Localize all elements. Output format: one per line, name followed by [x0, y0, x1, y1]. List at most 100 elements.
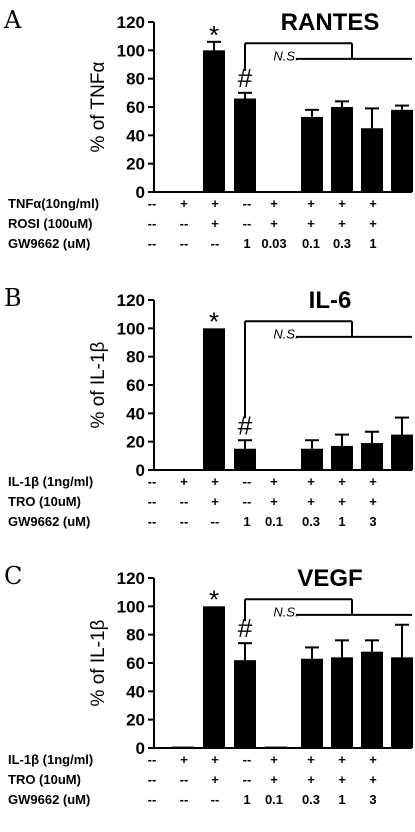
bar	[301, 116, 323, 192]
condition-value: +	[211, 474, 219, 489]
condition-label: TRO (10uM)	[8, 772, 81, 787]
condition-value: --	[148, 752, 157, 767]
condition-value: +	[307, 216, 315, 231]
condition-value: +	[338, 216, 346, 231]
condition-value: 3	[369, 514, 376, 529]
condition-value: +	[211, 216, 219, 231]
condition-value: 0.3	[302, 792, 320, 807]
condition-label: GW9662 (uM)	[8, 514, 90, 529]
bar	[391, 657, 413, 748]
condition-value: 3	[369, 792, 376, 807]
condition-value: --	[180, 216, 189, 231]
y-tick-label: 20	[126, 155, 145, 174]
bar	[234, 98, 256, 192]
y-axis-label: % of IL-1β	[88, 341, 109, 428]
y-tick-label: 40	[126, 682, 145, 701]
y-tick-label: 40	[126, 404, 145, 423]
condition-value: --	[148, 196, 157, 211]
y-tick-label: 120	[117, 291, 145, 310]
condition-value: +	[307, 752, 315, 767]
bar	[361, 443, 383, 470]
condition-value: --	[148, 236, 157, 251]
condition-value: 1	[243, 792, 250, 807]
condition-value: +	[369, 752, 377, 767]
condition-value: +	[270, 474, 278, 489]
condition-value: --	[211, 792, 220, 807]
y-tick-label: 0	[136, 739, 145, 758]
y-tick-label: 60	[126, 376, 145, 395]
bar	[331, 445, 353, 470]
panel-label: B	[4, 284, 22, 312]
condition-label: TNFα(10ng/ml)	[8, 196, 99, 211]
condition-value: +	[307, 494, 315, 509]
chart-panel-c: C VEGF 0 20 40 60 80 100 120 % of IL-1β * # N.S. IL-1…	[4, 562, 413, 807]
condition-value: 0.03	[261, 236, 286, 251]
bar	[301, 658, 323, 748]
ns-label: N.S.	[273, 326, 298, 341]
condition-value: 0.3	[333, 236, 351, 251]
chart-panel-b: B IL-6 0 20 40 60 80 100 120 % of IL-1β * # N.S. IL-1…	[4, 284, 413, 529]
bar	[361, 651, 383, 748]
y-tick-label: 100	[117, 597, 145, 616]
condition-value: +	[180, 474, 188, 489]
condition-value: +	[180, 752, 188, 767]
condition-value: 0.3	[302, 514, 320, 529]
y-axis-label: % of IL-1β	[88, 619, 109, 706]
condition-value: +	[369, 494, 377, 509]
condition-value: 0.1	[265, 514, 283, 529]
condition-value: +	[369, 772, 377, 787]
y-tick-label: 100	[117, 319, 145, 338]
condition-value: +	[270, 216, 278, 231]
bar	[234, 448, 256, 470]
condition-value: 0.1	[265, 792, 283, 807]
condition-value: +	[338, 772, 346, 787]
condition-label: IL-1β (1ng/ml)	[8, 474, 93, 489]
chart-title: IL-6	[309, 287, 352, 314]
condition-value: 0.1	[302, 236, 320, 251]
bar	[172, 746, 194, 748]
y-tick-label: 40	[126, 126, 145, 145]
y-tick-label: 100	[117, 41, 145, 60]
bar	[361, 128, 383, 192]
condition-value: --	[211, 514, 220, 529]
condition-label: GW9662 (uM)	[8, 236, 90, 251]
condition-value: --	[180, 494, 189, 509]
bar	[203, 50, 225, 193]
condition-label: IL-1β (1ng/ml)	[8, 752, 93, 767]
condition-value: --	[180, 772, 189, 787]
y-tick-label: 80	[126, 70, 145, 89]
condition-value: --	[243, 216, 252, 231]
condition-value: --	[148, 792, 157, 807]
condition-value: +	[180, 196, 188, 211]
significance-hash: #	[238, 410, 253, 440]
condition-value: --	[243, 474, 252, 489]
condition-value: +	[270, 196, 278, 211]
condition-value: --	[243, 772, 252, 787]
condition-value: +	[270, 752, 278, 767]
y-tick-label: 120	[117, 13, 145, 32]
condition-label: GW9662 (uM)	[8, 792, 90, 807]
condition-value: 1	[243, 514, 250, 529]
y-tick-label: 0	[136, 183, 145, 202]
condition-value: --	[148, 474, 157, 489]
ns-label: N.S.	[273, 604, 298, 619]
bar	[331, 107, 353, 192]
bar	[391, 109, 413, 192]
condition-value: +	[338, 752, 346, 767]
bar	[234, 660, 256, 748]
significance-hash: #	[238, 63, 253, 93]
condition-value: +	[369, 216, 377, 231]
condition-value: --	[180, 236, 189, 251]
condition-value: +	[307, 196, 315, 211]
condition-value: +	[270, 494, 278, 509]
condition-value: --	[148, 772, 157, 787]
condition-value: +	[369, 196, 377, 211]
bar	[203, 606, 225, 748]
condition-value: +	[307, 772, 315, 787]
y-tick-label: 0	[136, 461, 145, 480]
condition-value: +	[211, 494, 219, 509]
condition-value: --	[180, 792, 189, 807]
significance-asterisk: *	[209, 20, 219, 50]
condition-value: +	[369, 474, 377, 489]
